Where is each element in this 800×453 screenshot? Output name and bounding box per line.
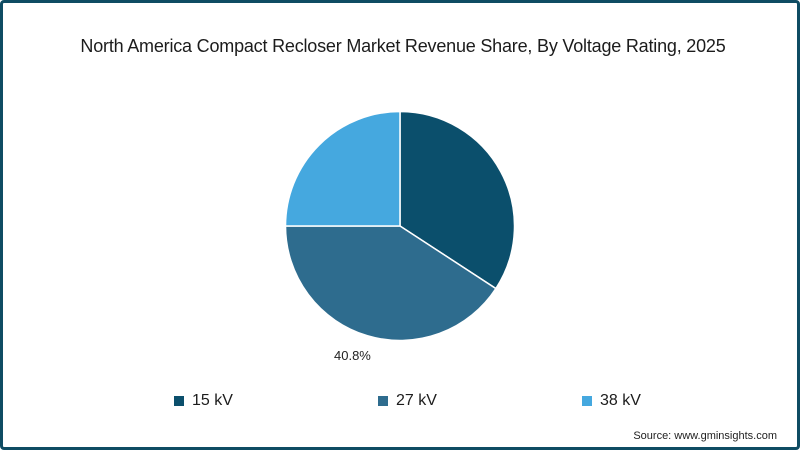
data-label-27kv: 40.8% <box>334 348 371 363</box>
pie-slice-27kv[interactable] <box>284 225 497 342</box>
legend-swatch-27kv <box>378 396 388 406</box>
legend-label-15kv: 15 kV <box>192 392 233 409</box>
legend-item-38kv[interactable]: 38 kV <box>582 392 641 410</box>
source-note: Source: www.gminsights.com <box>633 430 777 442</box>
legend-item-15kv[interactable]: 15 kV <box>174 392 233 410</box>
pie-slice-38kv[interactable] <box>284 110 401 227</box>
legend: 15 kV 27 kV 38 kV <box>3 392 800 412</box>
legend-label-38kv: 38 kV <box>600 392 641 409</box>
legend-swatch-38kv <box>582 396 592 406</box>
pie-chart <box>284 110 516 342</box>
chart-title: North America Compact Recloser Market Re… <box>80 36 726 56</box>
pie-slices <box>284 110 516 342</box>
legend-swatch-15kv <box>174 396 184 406</box>
legend-item-27kv[interactable]: 27 kV <box>378 392 437 410</box>
legend-label-27kv: 27 kV <box>396 392 437 409</box>
